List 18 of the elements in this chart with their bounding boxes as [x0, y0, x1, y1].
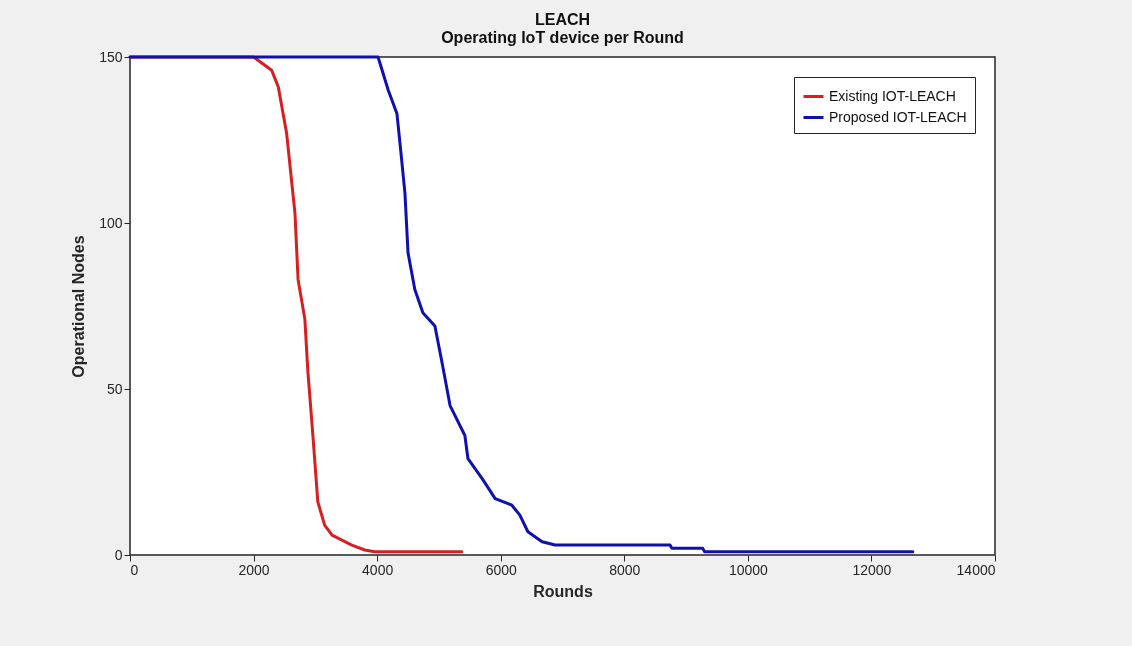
- x-tick-label: 2000: [238, 561, 270, 578]
- chart-title: LEACH: [534, 11, 591, 28]
- y-tick-label: 0: [114, 546, 123, 563]
- y-tick-label: 100: [99, 214, 123, 231]
- legend-label: Existing IOT-LEACH: [829, 87, 956, 104]
- x-tick-label: 4000: [362, 561, 394, 578]
- y-tick-label: 150: [99, 48, 123, 65]
- x-tick-label: 12000: [852, 561, 892, 578]
- x-axis-title: Rounds: [533, 582, 593, 600]
- x-tick-label: 0: [130, 561, 139, 578]
- x-tick-label: 8000: [609, 561, 641, 578]
- y-axis-title: Operational Nodes: [70, 235, 88, 378]
- x-tick-label: 14000: [956, 561, 996, 578]
- y-tick-label: 50: [106, 380, 123, 397]
- legend-label: Proposed IOT-LEACH: [829, 108, 967, 125]
- x-tick-label: 6000: [485, 561, 517, 578]
- chart-subtitle: Operating IoT device per Round: [441, 29, 684, 46]
- x-tick-label: 10000: [728, 561, 769, 578]
